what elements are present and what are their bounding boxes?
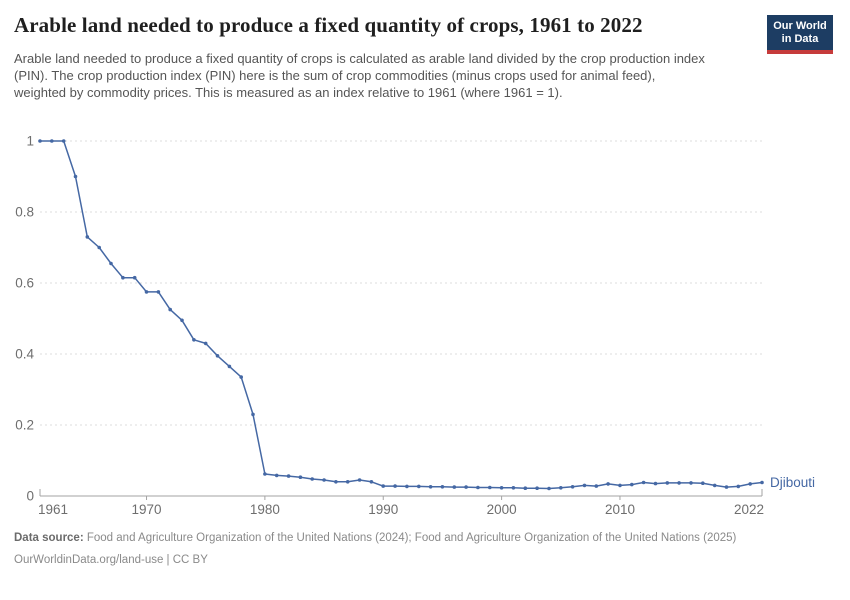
x-axis-tick-label: 1980: [250, 502, 280, 517]
owid-logo-line1: Our World: [773, 20, 827, 32]
license-line[interactable]: OurWorldinData.org/land-use | CC BY: [14, 554, 208, 566]
data-point[interactable]: [61, 139, 66, 143]
data-source-label: Data source:: [14, 532, 84, 544]
x-axis-tick-label: 1961: [38, 502, 68, 517]
data-point[interactable]: [488, 485, 492, 490]
data-point[interactable]: [547, 486, 551, 491]
data-point[interactable]: [345, 480, 350, 484]
data-point[interactable]: [712, 483, 717, 488]
data-point[interactable]: [677, 481, 681, 485]
data-point[interactable]: [452, 485, 457, 489]
data-point[interactable]: [559, 486, 563, 490]
data-point[interactable]: [630, 482, 634, 487]
data-point[interactable]: [156, 290, 161, 294]
data-point[interactable]: [736, 484, 741, 489]
data-point[interactable]: [428, 485, 433, 489]
data-point[interactable]: [203, 341, 208, 346]
data-point[interactable]: [594, 484, 599, 488]
data-point[interactable]: [393, 484, 397, 488]
owid-logo-line2: in Data: [781, 33, 819, 45]
y-axis-tick-label: 0: [26, 489, 34, 504]
data-point[interactable]: [251, 412, 255, 417]
series-label-djibouti[interactable]: Djibouti: [770, 475, 815, 490]
data-point[interactable]: [310, 477, 315, 481]
data-point[interactable]: [476, 485, 480, 490]
data-point[interactable]: [653, 481, 658, 486]
data-point[interactable]: [511, 486, 516, 490]
chart-subtitle: Arable land needed to produce a fixed qu…: [14, 51, 705, 100]
x-axis-tick-label: 1990: [368, 502, 398, 517]
data-point[interactable]: [523, 486, 528, 491]
data-point[interactable]: [535, 486, 539, 491]
page-title: Arable land needed to produce a fixed qu…: [14, 13, 643, 37]
data-point[interactable]: [760, 480, 764, 485]
data-point[interactable]: [50, 139, 54, 143]
data-point[interactable]: [440, 485, 445, 489]
data-point[interactable]: [381, 484, 386, 488]
owid-logo-stripe: [767, 50, 833, 54]
y-axis-tick-label: 1: [26, 134, 34, 149]
data-point[interactable]: [570, 485, 575, 489]
data-point[interactable]: [322, 478, 326, 482]
data-point[interactable]: [606, 482, 610, 486]
x-axis-tick-label: 2000: [487, 502, 517, 517]
y-axis-tick-label: 0.4: [15, 347, 34, 362]
x-axis-tick-label: 2022: [734, 502, 764, 517]
y-axis-tick-label: 0.6: [15, 276, 34, 291]
data-point[interactable]: [38, 139, 42, 143]
owid-logo: Our World in Data: [767, 15, 833, 54]
data-point[interactable]: [499, 486, 504, 490]
data-point[interactable]: [239, 375, 243, 379]
data-point[interactable]: [97, 245, 101, 250]
data-point[interactable]: [689, 481, 693, 485]
x-axis-tick-label: 1970: [132, 502, 162, 517]
data-point[interactable]: [286, 474, 291, 478]
data-point[interactable]: [180, 318, 184, 323]
data-point[interactable]: [85, 235, 90, 239]
data-point[interactable]: [263, 472, 267, 476]
chart-footer: Data source: Food and Agriculture Organi…: [14, 531, 736, 568]
data-point[interactable]: [334, 480, 338, 484]
data-point[interactable]: [665, 481, 670, 485]
data-point[interactable]: [582, 483, 587, 488]
data-point[interactable]: [357, 478, 362, 482]
data-point[interactable]: [618, 483, 622, 488]
djibouti-line[interactable]: [39, 140, 763, 490]
data-source-line: Data source: Food and Agriculture Organi…: [14, 531, 736, 546]
data-point[interactable]: [464, 485, 468, 489]
data-point[interactable]: [641, 480, 646, 485]
data-point[interactable]: [298, 475, 303, 480]
owid-logo-text: Our World in Data: [767, 15, 833, 50]
data-point[interactable]: [144, 290, 149, 294]
data-point[interactable]: [132, 275, 137, 280]
data-point[interactable]: [417, 484, 421, 489]
y-axis-tick-label: 0.2: [15, 418, 34, 433]
data-point[interactable]: [227, 364, 232, 369]
data-point[interactable]: [748, 482, 752, 486]
data-point[interactable]: [369, 480, 374, 484]
data-point[interactable]: [73, 174, 78, 179]
data-point[interactable]: [121, 275, 125, 280]
data-source-text: Food and Agriculture Organization of the…: [83, 532, 737, 544]
data-point[interactable]: [168, 307, 172, 312]
y-axis-tick-label: 0.8: [15, 205, 34, 220]
data-point[interactable]: [724, 485, 729, 489]
data-point[interactable]: [701, 481, 705, 486]
data-point[interactable]: [274, 473, 279, 478]
data-point[interactable]: [192, 338, 196, 342]
data-point[interactable]: [215, 354, 220, 358]
x-axis-tick-label: 2010: [605, 502, 635, 517]
data-point[interactable]: [109, 261, 113, 266]
data-point[interactable]: [405, 484, 409, 489]
